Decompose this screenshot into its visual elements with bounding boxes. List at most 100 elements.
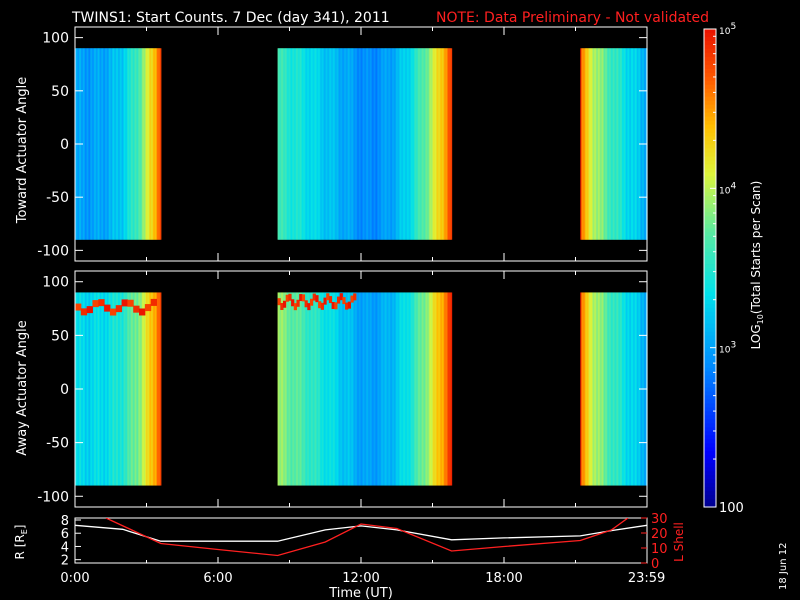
heatmap-cell xyxy=(395,292,398,486)
heatmap-cell xyxy=(127,48,130,240)
time-tick-label: 12:00 xyxy=(342,571,379,586)
heatmap-cell xyxy=(309,292,312,486)
colorbar-swatch xyxy=(704,260,716,265)
heatmap-cell xyxy=(344,48,347,240)
heatmap-cell xyxy=(620,292,622,486)
heatmap-cell xyxy=(432,292,435,486)
data-block xyxy=(580,292,648,486)
heatmap-cell xyxy=(150,292,153,486)
heatmap-cell xyxy=(296,292,299,486)
heatmap-cell xyxy=(431,48,434,240)
heatmap-cell xyxy=(583,292,585,486)
heatmap-cell xyxy=(608,292,610,486)
heatmap-cell xyxy=(157,48,160,240)
heatmap-cell xyxy=(623,48,625,240)
heatmap-cell xyxy=(597,292,599,486)
enhanced-band-cell xyxy=(293,303,297,311)
heatmap-cell xyxy=(597,48,599,240)
heatmap-cell xyxy=(633,292,635,486)
heatmap-cell xyxy=(605,292,607,486)
heatmap-cell xyxy=(89,292,92,486)
heatmap-cell xyxy=(280,292,283,486)
heatmap-cell xyxy=(633,48,635,240)
enhanced-band-cell xyxy=(288,293,292,301)
heatmap-cell xyxy=(292,48,295,240)
colorbar-swatch xyxy=(704,216,716,221)
heatmap-cell xyxy=(114,292,117,486)
colorbar-swatch xyxy=(704,184,716,189)
heatmap-cell xyxy=(151,48,154,240)
colorbar-swatch xyxy=(704,315,716,321)
colorbar-swatch xyxy=(704,419,716,424)
heatmap-cell xyxy=(313,292,316,486)
heatmap-cell xyxy=(368,292,371,486)
heatmap-cell xyxy=(301,48,304,240)
colorbar-label: LOG10(Total Starts per Scan) xyxy=(749,181,765,350)
heatmap-cell xyxy=(311,48,314,240)
heatmap-cell xyxy=(635,292,637,486)
heatmap-cell xyxy=(132,48,135,240)
heatmap-cell xyxy=(360,292,363,486)
heatmap-cell xyxy=(447,292,450,486)
heatmap-cell xyxy=(285,48,288,240)
enhanced-band-cell xyxy=(291,299,295,307)
heatmap-cell xyxy=(278,48,281,240)
heatmap-cell xyxy=(405,292,408,486)
heatmap-cell xyxy=(369,292,372,486)
heatmap-cell xyxy=(625,48,627,240)
heatmap-cell xyxy=(126,292,129,486)
heatmap-cell xyxy=(88,292,91,486)
heatmap-cell xyxy=(304,292,307,486)
heatmap-cell xyxy=(439,292,442,486)
heatmap-cell xyxy=(316,48,319,240)
heatmap-cell xyxy=(380,292,383,486)
colorbar-swatch xyxy=(704,144,716,150)
heatmap-cell xyxy=(373,48,376,240)
heatmap-cell xyxy=(588,292,590,486)
heatmap-cell xyxy=(82,292,85,486)
enhanced-band-cell xyxy=(127,299,134,307)
heatmap-cell xyxy=(606,48,608,240)
heatmap-cell xyxy=(592,48,594,240)
heatmap-cell xyxy=(637,292,639,486)
heatmap-cell xyxy=(603,48,605,240)
heatmap-cell xyxy=(321,48,324,240)
colorbar-swatch xyxy=(704,411,716,416)
colorbar-swatch xyxy=(704,140,716,146)
heatmap-cell xyxy=(376,48,379,240)
enhanced-band-cell xyxy=(331,301,335,309)
heatmap-cell xyxy=(125,292,128,486)
heatmap-cell xyxy=(358,292,361,486)
heatmap-cell xyxy=(148,48,151,240)
heatmap-cell xyxy=(612,48,614,240)
colorbar-swatch xyxy=(704,487,716,492)
heatmap-cell xyxy=(288,292,291,486)
heatmap-cell xyxy=(97,48,100,240)
enhanced-band-cell xyxy=(334,302,338,310)
heatmap-cell xyxy=(602,48,604,240)
heatmap-cell xyxy=(636,292,638,486)
heatmap-cell xyxy=(90,48,93,240)
heatmap-cell xyxy=(417,292,420,486)
colorbar-swatch xyxy=(704,168,716,173)
heatmap-cell xyxy=(131,48,134,240)
heatmap-cell xyxy=(623,292,625,486)
heatmap-cell xyxy=(136,292,139,486)
heatmap-cell xyxy=(632,292,634,486)
heatmap-cell xyxy=(426,48,429,240)
heatmap-cell xyxy=(142,292,145,486)
heatmap-cell xyxy=(422,292,425,486)
heatmap-cell xyxy=(424,48,427,240)
heatmap-cell xyxy=(373,292,376,486)
colorbar-tick-base: 10 xyxy=(719,27,731,37)
heatmap-cell xyxy=(609,48,611,240)
heatmap-cell xyxy=(581,48,583,240)
heatmap-cell xyxy=(327,292,330,486)
heatmap-cell xyxy=(362,292,365,486)
enhanced-band-cell xyxy=(98,299,105,307)
colorbar-swatch xyxy=(704,248,716,253)
colorbar-swatch xyxy=(704,29,716,34)
colorbar-swatch xyxy=(704,40,716,46)
heatmap-cell xyxy=(106,48,109,240)
colorbar-swatch xyxy=(704,343,716,349)
